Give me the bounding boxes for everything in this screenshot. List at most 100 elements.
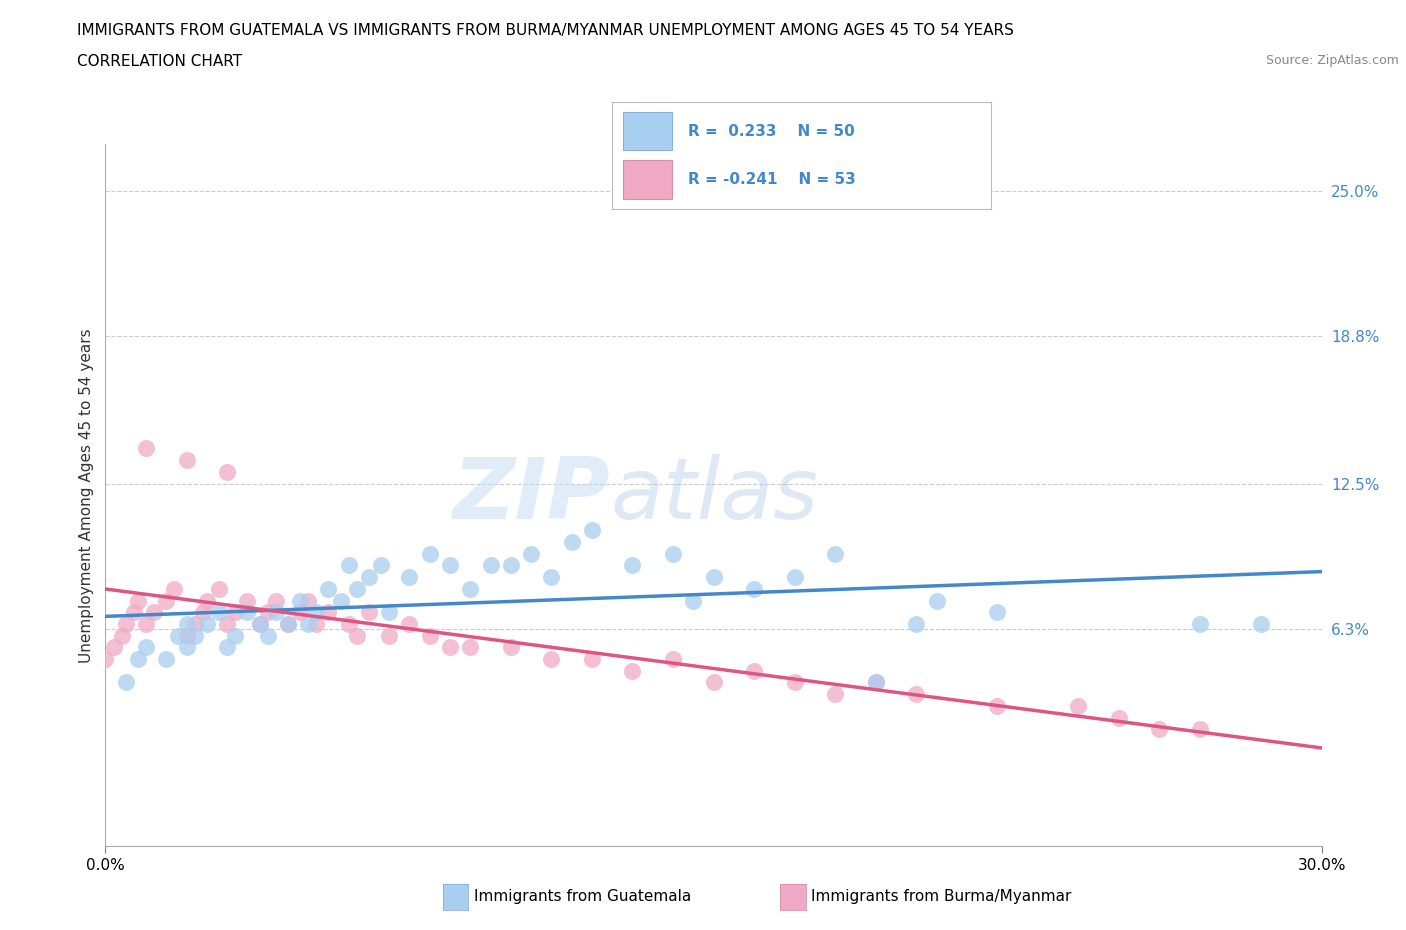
Text: Immigrants from Guatemala: Immigrants from Guatemala <box>474 889 692 904</box>
Point <box>135 441 157 456</box>
Point <box>824 546 846 561</box>
Point <box>1250 617 1272 631</box>
Point <box>127 652 149 667</box>
Point <box>191 604 214 619</box>
Point <box>581 652 603 667</box>
Point <box>357 570 380 585</box>
Point <box>94 652 117 667</box>
Point <box>458 581 481 596</box>
Point <box>662 652 685 667</box>
Point <box>865 675 887 690</box>
Text: R = -0.241    N = 53: R = -0.241 N = 53 <box>688 172 855 187</box>
Bar <box>623 160 672 199</box>
Point <box>621 663 644 678</box>
Point <box>621 558 644 573</box>
Text: CORRELATION CHART: CORRELATION CHART <box>77 54 242 69</box>
Point <box>540 652 562 667</box>
Point <box>208 581 231 596</box>
Point <box>1189 722 1212 737</box>
Point <box>1108 711 1130 725</box>
Point <box>183 617 205 631</box>
Point <box>378 629 401 644</box>
Point <box>702 570 725 585</box>
Point <box>337 558 360 573</box>
Point <box>905 617 928 631</box>
Point <box>370 558 392 573</box>
Point <box>135 617 157 631</box>
Point <box>256 629 278 644</box>
Point <box>277 617 299 631</box>
Point <box>742 663 765 678</box>
Text: ZIP: ZIP <box>453 454 610 537</box>
Point <box>318 604 340 619</box>
Point <box>824 686 846 701</box>
Point <box>217 464 239 479</box>
Point <box>458 640 481 655</box>
Point <box>163 581 186 596</box>
Point <box>277 617 299 631</box>
Point <box>288 604 311 619</box>
Point <box>167 629 190 644</box>
Text: R =  0.233    N = 50: R = 0.233 N = 50 <box>688 124 855 139</box>
Point <box>329 593 352 608</box>
Point <box>925 593 948 608</box>
Point <box>1189 617 1212 631</box>
Point <box>318 581 340 596</box>
Point <box>224 629 246 644</box>
Point <box>398 570 420 585</box>
Point <box>155 593 177 608</box>
Point <box>224 604 246 619</box>
Point <box>236 604 259 619</box>
Text: IMMIGRANTS FROM GUATEMALA VS IMMIGRANTS FROM BURMA/MYANMAR UNEMPLOYMENT AMONG AG: IMMIGRANTS FROM GUATEMALA VS IMMIGRANTS … <box>77 23 1014 38</box>
Point <box>143 604 166 619</box>
Point <box>499 640 522 655</box>
Point <box>217 640 239 655</box>
Point <box>439 558 461 573</box>
Point <box>865 675 887 690</box>
Point <box>905 686 928 701</box>
Point <box>986 604 1008 619</box>
Point <box>346 629 368 644</box>
Point <box>662 546 685 561</box>
Point <box>217 617 239 631</box>
Point <box>561 535 583 550</box>
Point <box>419 629 441 644</box>
Point <box>419 546 441 561</box>
Point <box>783 570 806 585</box>
Point <box>208 604 231 619</box>
Point <box>114 675 136 690</box>
Point <box>398 617 420 631</box>
Point <box>135 640 157 655</box>
Point <box>540 570 562 585</box>
Y-axis label: Unemployment Among Ages 45 to 54 years: Unemployment Among Ages 45 to 54 years <box>79 328 94 662</box>
Point <box>236 593 259 608</box>
Point <box>264 604 287 619</box>
Point <box>439 640 461 655</box>
Point <box>122 604 145 619</box>
Text: Immigrants from Burma/Myanmar: Immigrants from Burma/Myanmar <box>811 889 1071 904</box>
Point <box>195 617 218 631</box>
Point <box>357 604 380 619</box>
Point <box>176 453 198 468</box>
Point <box>111 629 134 644</box>
Point <box>288 593 311 608</box>
Text: atlas: atlas <box>610 454 818 537</box>
Point <box>297 593 319 608</box>
Point <box>256 604 278 619</box>
Point <box>702 675 725 690</box>
Point <box>249 617 271 631</box>
Point <box>249 617 271 631</box>
Point <box>1149 722 1171 737</box>
Point <box>378 604 401 619</box>
Point <box>346 581 368 596</box>
Point <box>103 640 125 655</box>
Point <box>176 640 198 655</box>
Point <box>479 558 502 573</box>
Point <box>1067 698 1090 713</box>
Point <box>337 617 360 631</box>
Point <box>264 593 287 608</box>
Point <box>127 593 149 608</box>
Point <box>176 629 198 644</box>
Bar <box>623 112 672 151</box>
Point <box>682 593 704 608</box>
